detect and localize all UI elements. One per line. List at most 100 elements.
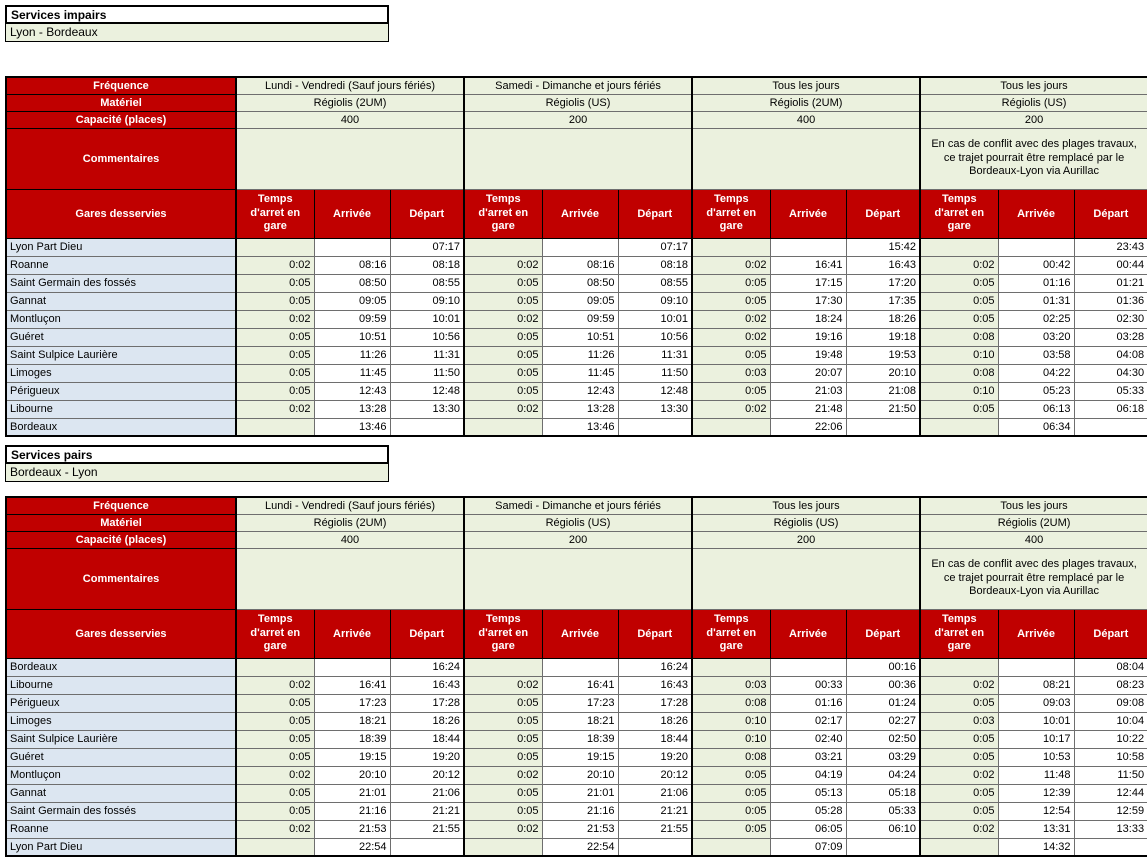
stop-duration-col1: 0:02 (235, 765, 315, 785)
arrival-time-col1 (313, 657, 391, 677)
station-name: Montluçon (5, 309, 237, 329)
section-pairs-header: Services pairs Bordeaux - Lyon (5, 445, 389, 482)
station-row: Limoges 0:05 11:45 11:50 0:05 11:45 11:50 0:03 2… (5, 363, 1147, 383)
col-header-temps-2: Temps d'arret en gare (463, 608, 543, 659)
capacite-value-col4: 200 (919, 110, 1147, 129)
stop-duration-col1 (235, 837, 315, 857)
departure-time-col2: 08:55 (617, 273, 693, 293)
arrival-time-col4: 05:23 (997, 381, 1075, 401)
arrival-time-col3: 17:15 (769, 273, 847, 293)
stop-duration-col3: 0:08 (691, 693, 771, 713)
departure-time-col3: 15:42 (845, 237, 921, 257)
row-label-frequence: Fréquence (5, 496, 237, 515)
arrival-time-col2: 08:50 (541, 273, 619, 293)
stop-duration-col2: 0:05 (463, 327, 543, 347)
stop-duration-col3: 0:05 (691, 783, 771, 803)
arrival-time-col1: 11:26 (313, 345, 391, 365)
stop-duration-col2: 0:05 (463, 729, 543, 749)
station-name: Gannat (5, 783, 237, 803)
arrival-time-col1: 21:16 (313, 801, 391, 821)
frequence-value-col4: Tous les jours (919, 496, 1147, 515)
departure-time-col2: 19:20 (617, 747, 693, 767)
col-header-depart-1: Départ (389, 608, 465, 659)
col-header-arrivee-2: Arrivée (541, 188, 619, 239)
arrival-time-col2: 13:46 (541, 417, 619, 437)
station-name: Saint Sulpice Laurière (5, 729, 237, 749)
row-label-capacite: Capacité (places) (5, 530, 237, 549)
arrival-time-col3: 18:24 (769, 309, 847, 329)
capacite-row: Capacité (places) 400 200 200 400 (5, 530, 1147, 549)
stop-duration-col3: 0:03 (691, 675, 771, 695)
departure-time-col2: 10:56 (617, 327, 693, 347)
departure-time-col1: 12:48 (389, 381, 465, 401)
arrival-time-col4: 00:42 (997, 255, 1075, 275)
station-row: Libourne 0:02 13:28 13:30 0:02 13:28 13:30 0:02… (5, 399, 1147, 419)
departure-time-col2: 17:28 (617, 693, 693, 713)
departure-time-col4 (1073, 837, 1147, 857)
arrival-time-col2: 21:53 (541, 819, 619, 839)
arrival-time-col4: 09:03 (997, 693, 1075, 713)
row-label-materiel: Matériel (5, 513, 237, 532)
stop-duration-col1: 0:05 (235, 729, 315, 749)
section-title-pairs: Services pairs (5, 445, 389, 464)
arrival-time-col1: 20:10 (313, 765, 391, 785)
stop-duration-col4: 0:05 (919, 693, 999, 713)
departure-time-col2: 18:26 (617, 711, 693, 731)
col-header-temps-4: Temps d'arret en gare (919, 188, 999, 239)
departure-time-col2: 21:55 (617, 819, 693, 839)
materiel-value-col4: Régiolis (2UM) (919, 513, 1147, 532)
departure-time-col1: 18:44 (389, 729, 465, 749)
arrival-time-col2: 21:01 (541, 783, 619, 803)
station-row: Lyon Part Dieu 07:17 07:17 15:42 23:43 (5, 237, 1147, 257)
station-row: Bordeaux 16:24 16:24 00:16 08:04 (5, 657, 1147, 677)
arrival-time-col1: 08:50 (313, 273, 391, 293)
arrival-time-col1: 18:39 (313, 729, 391, 749)
stop-duration-col1: 0:05 (235, 783, 315, 803)
departure-time-col4: 04:08 (1073, 345, 1147, 365)
arrival-time-col3: 02:40 (769, 729, 847, 749)
stop-duration-col3 (691, 417, 771, 437)
arrival-time-col2: 11:26 (541, 345, 619, 365)
arrival-time-col1: 13:28 (313, 399, 391, 419)
col-header-arrivee-4: Arrivée (997, 608, 1075, 659)
materiel-value-col3: Régiolis (2UM) (691, 93, 921, 112)
frequence-value-col2: Samedi - Dimanche et jours fériés (462, 76, 693, 95)
capacite-value-col1: 400 (235, 110, 465, 129)
stop-duration-col1 (235, 237, 315, 257)
arrival-time-col4: 01:31 (997, 291, 1075, 311)
arrival-time-col4: 10:01 (997, 711, 1075, 731)
arrival-time-col2: 21:16 (541, 801, 619, 821)
departure-time-col1: 13:30 (389, 399, 465, 419)
stop-duration-col3: 0:02 (691, 309, 771, 329)
stop-duration-col3: 0:10 (691, 729, 771, 749)
arrival-time-col3: 19:48 (769, 345, 847, 365)
col-header-arrivee-3: Arrivée (769, 608, 847, 659)
departure-time-col2: 11:50 (617, 363, 693, 383)
stop-duration-col3: 0:03 (691, 363, 771, 383)
arrival-time-col4 (997, 237, 1075, 257)
stop-duration-col1: 0:02 (235, 309, 315, 329)
arrival-time-col2: 13:28 (541, 399, 619, 419)
arrival-time-col4: 11:48 (997, 765, 1075, 785)
departure-time-col4: 10:22 (1073, 729, 1147, 749)
arrival-time-col2 (541, 657, 619, 677)
arrival-time-col3: 06:05 (769, 819, 847, 839)
departure-time-col3: 19:53 (845, 345, 921, 365)
arrival-time-col1: 16:41 (313, 675, 391, 695)
frequence-value-col2: Samedi - Dimanche et jours fériés (462, 496, 693, 515)
station-name: Guéret (5, 747, 237, 767)
station-row: Saint Germain des fossés 0:05 08:50 08:55 0:… (5, 273, 1147, 293)
arrival-time-col1: 18:21 (313, 711, 391, 731)
arrival-time-col2: 18:39 (541, 729, 619, 749)
departure-time-col4: 08:04 (1073, 657, 1147, 677)
departure-time-col3: 00:36 (845, 675, 921, 695)
stop-duration-col1: 0:05 (235, 363, 315, 383)
station-name: Libourne (5, 399, 237, 419)
departure-time-col1: 07:17 (389, 237, 465, 257)
arrival-time-col2: 09:05 (541, 291, 619, 311)
stop-duration-col4: 0:10 (919, 381, 999, 401)
departure-time-col3: 17:35 (845, 291, 921, 311)
departure-time-col2: 12:48 (617, 381, 693, 401)
station-name: Lyon Part Dieu (5, 837, 237, 857)
stop-duration-col2: 0:05 (463, 801, 543, 821)
